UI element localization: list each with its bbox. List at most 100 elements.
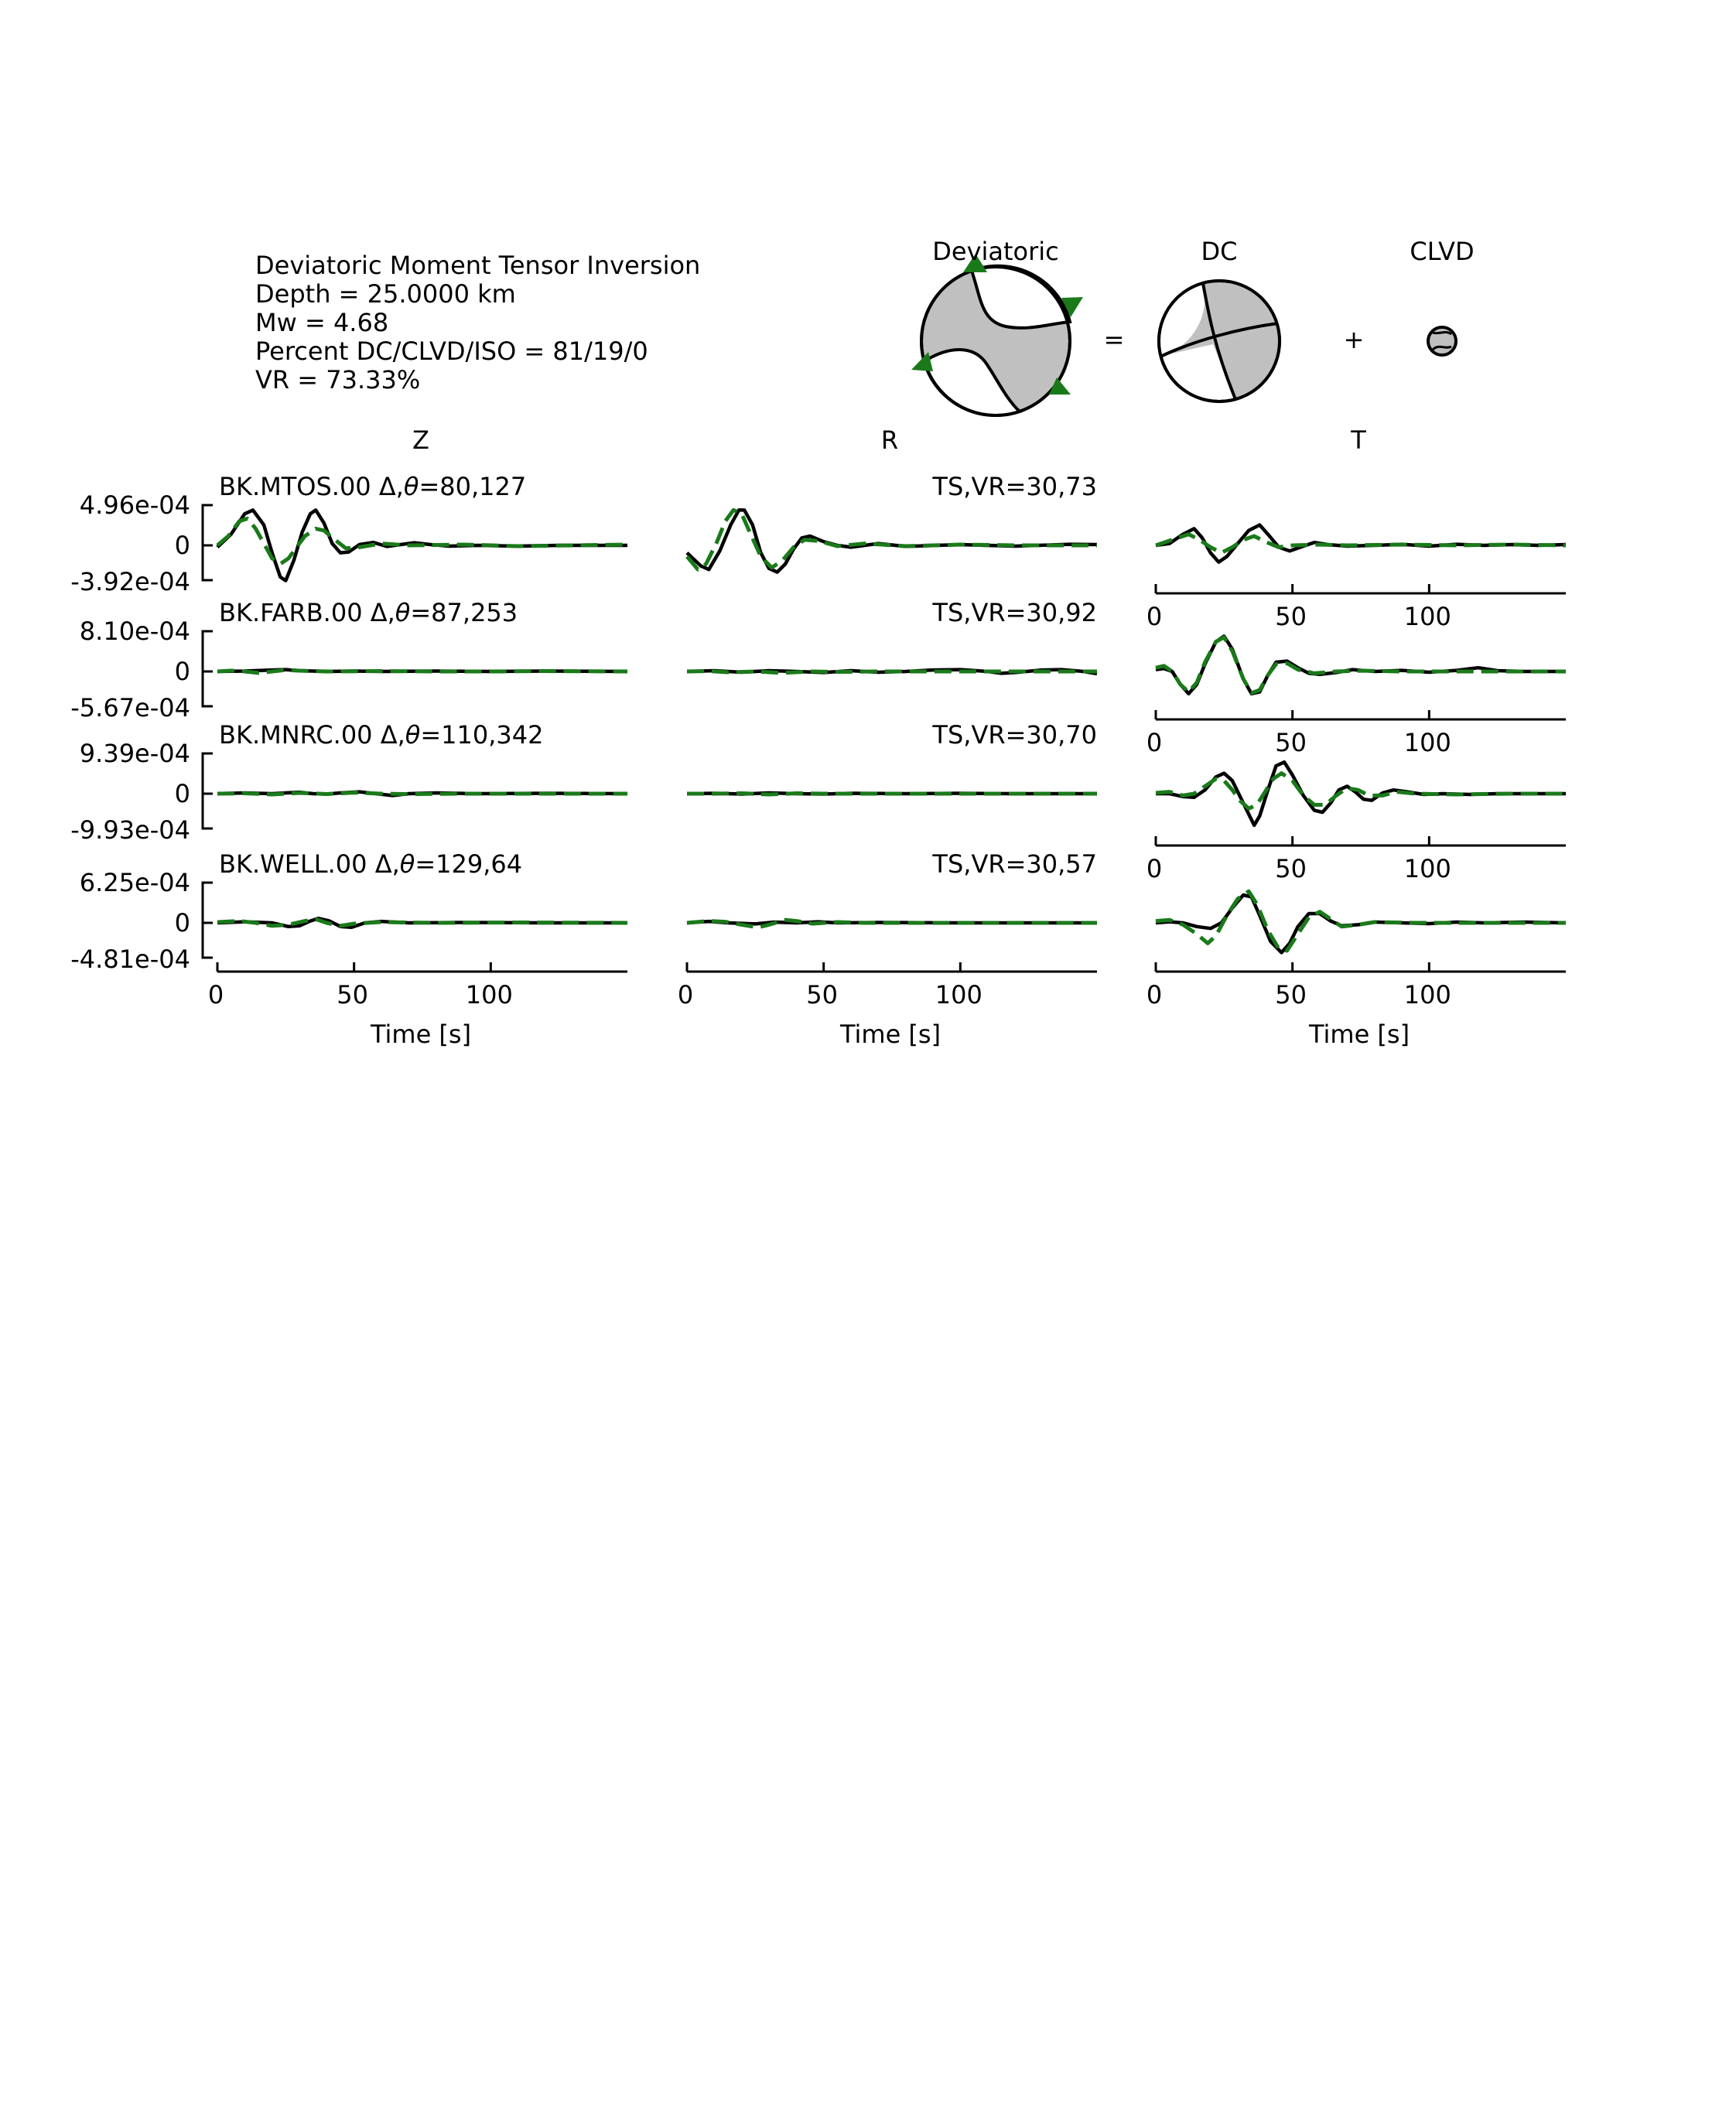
- y-max-label: 9.39e-04: [80, 739, 190, 768]
- x-axis-title: Time [s]: [370, 1020, 471, 1049]
- theta-symbol: θ: [400, 849, 415, 879]
- x-tick-label: 100: [1404, 728, 1451, 757]
- station-row: BK.FARB.00 Δ,θ=87,253 TS,VR=30,92 8.10e-04…: [70, 598, 1566, 723]
- station-dist-az: =87,253: [410, 598, 518, 627]
- synthetic-trace: [216, 516, 628, 566]
- station-label: BK.MNRC.00 Δ,θ=110,342: [219, 720, 543, 750]
- x-tick-label: 0: [678, 980, 693, 1010]
- station-dist-az: =129,64: [415, 849, 522, 879]
- x-tick-label: 100: [935, 980, 982, 1010]
- station-label: BK.WELL.00 Δ,θ=129,64: [219, 849, 522, 879]
- x-tick-label: 100: [1404, 602, 1451, 631]
- station-row: BK.MNRC.00 Δ,θ=110,342 TS,VR=30,70 9.39e-0…: [70, 720, 1566, 845]
- synthetic-trace: [687, 791, 1097, 797]
- header-block: Deviatoric Moment Tensor Inversion Depth…: [255, 251, 700, 395]
- y-max-label: 6.25e-04: [80, 868, 190, 897]
- observed-trace: [1155, 634, 1566, 696]
- x-tick-label: 0: [1147, 602, 1162, 631]
- y-min-label: -4.81e-04: [70, 945, 190, 974]
- synthetic-trace: [686, 917, 1097, 930]
- x-axis-title: Time [s]: [839, 1020, 941, 1049]
- column-header-z: Z: [412, 425, 429, 455]
- x-tick-label: 0: [1147, 854, 1162, 883]
- station-label: BK.MTOS.00 Δ,θ=80,127: [219, 472, 526, 501]
- fit-label: TS,VR=30,73: [931, 472, 1097, 501]
- synthetic-trace: [1155, 771, 1566, 811]
- beachball-deviatoric: Deviatoric: [911, 237, 1083, 418]
- dc-nodal-plane-1: [1201, 282, 1237, 400]
- waveform-grid: BK.MTOS.00 Δ,θ=80,127 TS,VR=30,73 4.96e-04…: [70, 472, 1567, 1049]
- station-marker-icon: [911, 352, 933, 371]
- synthetic-trace: [1155, 532, 1567, 555]
- station-label: BK.FARB.00 Δ,θ=87,253: [219, 598, 518, 627]
- x-tick-label: 0: [208, 980, 224, 1010]
- station-row: BK.MTOS.00 Δ,θ=80,127 TS,VR=30,73 4.96e-04…: [70, 472, 1567, 596]
- y-min-label: -9.93e-04: [70, 815, 190, 845]
- column-header-t: T: [1350, 425, 1366, 455]
- x-axis: 0 50 100: [678, 962, 1097, 1010]
- synthetic-trace: [217, 917, 628, 928]
- station-marker-icon: [963, 254, 987, 272]
- label-dc: DC: [1201, 237, 1238, 266]
- dc-outline-stroke: [1157, 279, 1281, 403]
- x-axis: 0 50 100: [1147, 962, 1566, 1010]
- theta-symbol: θ: [405, 720, 421, 750]
- station-code: BK.MNRC.00 Δ,: [219, 720, 405, 750]
- dc-nodal-plane-2: [1161, 322, 1279, 357]
- beachball-dc: DC: [1157, 237, 1281, 403]
- header-vr: VR = 73.33%: [255, 365, 420, 395]
- x-axis: 0 50 100: [1147, 710, 1566, 757]
- x-tick-label: 50: [1275, 602, 1307, 631]
- header-depth: Depth = 25.0000 km: [255, 279, 516, 309]
- fit-label: TS,VR=30,70: [931, 720, 1097, 750]
- beachball-panel: Deviatoric = DC + CLVD: [911, 237, 1475, 418]
- y-max-label: 4.96e-04: [80, 490, 190, 520]
- synthetic-trace: [686, 669, 1097, 675]
- label-clvd: CLVD: [1410, 237, 1474, 266]
- synthetic-trace: [217, 791, 627, 797]
- y-max-label: 8.10e-04: [80, 617, 190, 646]
- equals-sign: =: [1104, 325, 1125, 354]
- station-dist-az: =110,342: [420, 720, 543, 750]
- x-tick-label: 50: [1275, 854, 1307, 883]
- plus-sign: +: [1344, 325, 1365, 354]
- y-min-label: -3.92e-04: [70, 567, 190, 596]
- theta-symbol: θ: [404, 472, 419, 501]
- station-row: BK.WELL.00 Δ,θ=129,64 TS,VR=30,57 6.25e-04…: [70, 849, 1567, 974]
- column-header-r: R: [881, 425, 898, 455]
- x-tick-label: 100: [1404, 854, 1451, 883]
- x-tick-label: 50: [1275, 980, 1307, 1010]
- synthetic-trace: [685, 507, 1097, 572]
- x-axis-title: Time [s]: [1308, 1020, 1410, 1049]
- x-tick-label: 50: [337, 980, 368, 1010]
- clvd-nodal-2: [1431, 345, 1452, 351]
- x-axis: 0 50 100: [1147, 584, 1566, 631]
- y-zero-label: 0: [175, 531, 190, 560]
- x-tick-label: 100: [466, 980, 513, 1010]
- x-tick-label: 100: [1404, 980, 1451, 1010]
- synthetic-trace: [1155, 889, 1566, 953]
- station-marker-icon: [1049, 377, 1071, 395]
- x-tick-label: 0: [1147, 980, 1162, 1010]
- x-tick-label: 0: [1147, 728, 1162, 757]
- synthetic-trace: [1155, 635, 1566, 695]
- station-code: BK.WELL.00 Δ,: [219, 849, 400, 879]
- header-title: Deviatoric Moment Tensor Inversion: [255, 251, 700, 280]
- y-zero-label: 0: [175, 657, 190, 686]
- y-zero-label: 0: [175, 908, 190, 938]
- synthetic-trace: [217, 668, 628, 675]
- dc-compression-left: [1162, 283, 1213, 356]
- header-mw: Mw = 4.68: [255, 308, 388, 337]
- theta-symbol: θ: [395, 598, 411, 627]
- y-zero-label: 0: [175, 779, 190, 808]
- header-percent: Percent DC/CLVD/ISO = 81/19/0: [255, 337, 648, 366]
- station-code: BK.FARB.00 Δ,: [219, 598, 395, 627]
- station-code: BK.MTOS.00 Δ,: [219, 472, 404, 501]
- y-scale-bracket: [201, 881, 213, 959]
- x-axis: 0 50 100: [208, 962, 627, 1010]
- deviatoric-outline: [920, 265, 1071, 417]
- x-tick-label: 50: [806, 980, 838, 1010]
- y-min-label: -5.67e-04: [70, 693, 190, 723]
- x-axis: 0 50 100: [1147, 836, 1566, 883]
